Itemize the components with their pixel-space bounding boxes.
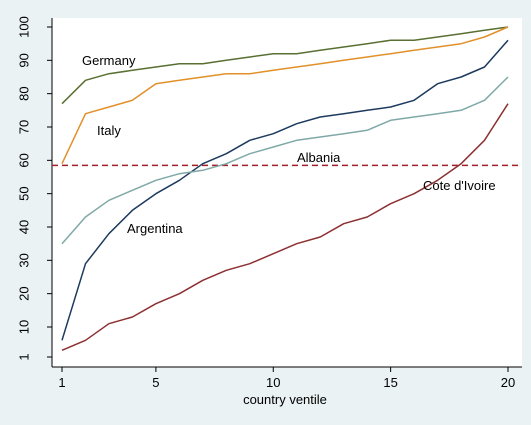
x-tick-label: 15 <box>383 375 397 390</box>
x-tick-label: 10 <box>266 375 280 390</box>
x-tick-label: 20 <box>501 375 515 390</box>
x-tick-label: 1 <box>58 375 65 390</box>
y-tick-label: 60 <box>16 153 31 167</box>
y-tick-label: 70 <box>16 120 31 134</box>
y-tick-label: 90 <box>16 53 31 67</box>
series-label-argentina: Argentina <box>127 221 183 236</box>
y-tick-label: 1 <box>16 353 31 360</box>
plot-area <box>52 18 522 367</box>
series-label-germany: Germany <box>82 53 136 68</box>
series-line-germany <box>61 26 509 105</box>
series-line-argentina <box>61 39 509 341</box>
y-tick-label: 30 <box>16 253 31 267</box>
series-group <box>61 26 509 351</box>
y-tick-label: 50 <box>16 186 31 200</box>
series-line-cote-d-ivoire <box>61 103 509 351</box>
x-tick-label: 5 <box>152 375 159 390</box>
y-tick-label: 80 <box>16 86 31 100</box>
x-axis-title: country ventile <box>243 392 327 407</box>
x-axis-ticks: 1 5 10 15 20 <box>58 367 515 390</box>
y-tick-label: 10 <box>16 320 31 334</box>
series-label-italy: Italy <box>97 123 121 138</box>
series-line-unlabeled-4 <box>61 76 509 245</box>
series-labels: Germany Italy Argentina Albania Cote d'I… <box>82 53 496 236</box>
series-line-italy <box>61 26 509 165</box>
y-tick-label: 20 <box>16 286 31 300</box>
y-tick-label: 100 <box>16 16 31 38</box>
series-label-cote-divoire: Cote d'Ivoire <box>423 178 496 193</box>
series-label-albania: Albania <box>297 150 341 165</box>
y-axis-ticks: 1 10 20 30 40 50 60 70 80 90 100 <box>16 16 52 361</box>
y-tick-label: 40 <box>16 220 31 234</box>
